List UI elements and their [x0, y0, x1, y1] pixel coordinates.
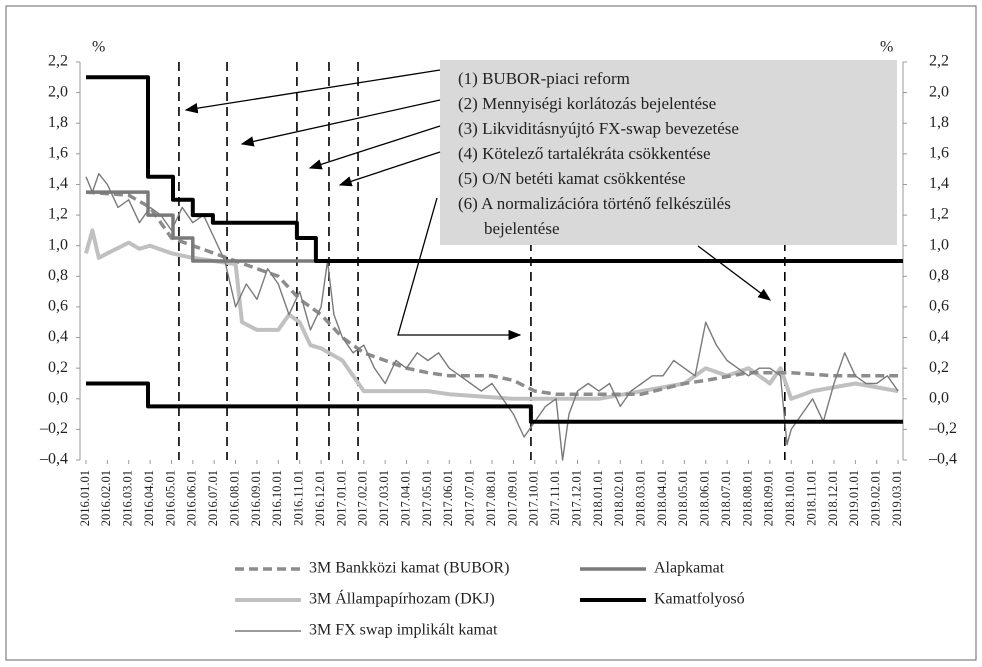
x-tick-label: 2018.05.01 [676, 470, 690, 526]
legend-label: 3M Állampapírhozam (DKJ) [309, 589, 495, 608]
annotation: (6) A normalizációra történő felkészülés [458, 194, 731, 213]
x-tick-label: 2016.05.01 [163, 470, 177, 526]
plot-area: –0,4 –0,2 0,0 0,2 0,4 0,6 0,8 1,0 1,2 1,4 1,6 1,8 2,… [39, 53, 957, 527]
x-tick-label: 2016.12.01 [313, 470, 327, 526]
x-tick-label: 2017.05.01 [420, 470, 434, 526]
legend-label: Kamatfolyosó [654, 591, 745, 608]
x-tick-label: 2017.11.01 [548, 470, 562, 526]
y2-tick-label: –0,2 [928, 420, 957, 437]
y2-tick-label: 0,6 [929, 298, 949, 315]
x-tick-label: 2019.02.01 [869, 470, 883, 526]
y-tick-label: 1,8 [48, 114, 68, 131]
y-tick-label: 2,0 [48, 83, 68, 100]
y2-tick-label: 0,2 [929, 359, 949, 376]
arrow [184, 69, 441, 114]
y2-tick-label: 2,2 [929, 53, 949, 70]
x-tick-label: 2018.10.01 [783, 470, 797, 526]
arrow [338, 151, 441, 187]
y-tick-label: 0,0 [48, 389, 68, 406]
x-tick-label: 2017.06.01 [441, 470, 455, 526]
x-tick-label: 2018.01.01 [591, 470, 605, 526]
x-tick-label: 2016.03.01 [121, 470, 135, 526]
arrows [184, 69, 772, 341]
legend-label: 3M FX swap implikált kamat [309, 622, 498, 639]
x-tick-label: 2016.09.01 [249, 470, 263, 526]
legend: 3M Bankközi kamat (BUBOR) Alapkamat 3M Áll… [235, 560, 745, 639]
series-line [85, 190, 899, 396]
x-tick-label: 2017.04.01 [398, 470, 412, 526]
x-tick-label: 2018.11.01 [804, 470, 818, 526]
y-tick-label: –0,4 [39, 451, 68, 468]
x-tick-label: 2018.06.01 [698, 470, 712, 526]
x-tick-label: 2016.02.01 [99, 470, 113, 526]
y2-tick-label: 0,4 [929, 328, 949, 345]
x-tick-label: 2017.07.01 [463, 470, 477, 526]
x-tick-label: 2017.01.01 [334, 470, 348, 526]
y2-tick-label: 1,0 [929, 236, 949, 253]
legend-label: 3M Bankközi kamat (BUBOR) [309, 560, 509, 577]
arrow [697, 245, 772, 301]
x-tick-label: 2018.09.01 [762, 470, 776, 526]
x-tick-label: 2017.09.01 [505, 470, 519, 526]
x-tick-label: 2018.03.01 [634, 470, 648, 526]
y2-tick-label: 0,8 [929, 267, 949, 284]
y-tick-label: 2,2 [48, 53, 68, 70]
x-tick-label: 2018.04.01 [655, 470, 669, 526]
x-tick-label: 2017.10.01 [527, 470, 541, 526]
arrow [240, 99, 441, 147]
y-tick-label: 0,6 [48, 298, 68, 315]
annotation: bejelentése [484, 219, 560, 238]
annotation: (3) Likviditásnyújtó FX-swap bevezetése [458, 119, 739, 138]
y-tick-label: 1,0 [48, 236, 68, 253]
x-tick-label: 2017.02.01 [356, 470, 370, 526]
arrow [308, 125, 441, 170]
x-tick-label: 2019.01.01 [847, 470, 861, 526]
x-tick-label: 2016.10.01 [270, 470, 284, 526]
x-tick-label: 2017.12.01 [569, 470, 583, 526]
x-tick-label: 2016.07.01 [206, 470, 220, 526]
y-tick-label: 1,6 [48, 145, 68, 162]
y2-tick-label: 2,0 [929, 83, 949, 100]
annotation: (2) Mennyiségi korlátozás bejelentése [458, 94, 716, 113]
x-tick-label: 2018.02.01 [612, 470, 626, 526]
x-tick-label: 2016.04.01 [142, 470, 156, 526]
y-tick-label: 0,8 [48, 267, 68, 284]
y-tick-label: 0,2 [48, 359, 68, 376]
x-tick-label: 2016.08.01 [227, 470, 241, 526]
x-tick-label: 2016.06.01 [185, 470, 199, 526]
y-tick-label: –0,2 [39, 420, 68, 437]
x-tick-label: 2017.03.01 [377, 470, 391, 526]
annotations: (1) BUBOR-piaci reform (2) Mennyiségi kor… [458, 69, 739, 238]
y2-tick-label: –0,4 [928, 451, 957, 468]
legend-label: Alapkamat [654, 560, 725, 577]
y2-tick-label: 1,6 [929, 145, 949, 162]
x-tick-label: 2018.07.01 [719, 470, 733, 526]
y-tick-label: 1,2 [48, 206, 68, 223]
x-tick-label: 2016.01.01 [78, 470, 92, 526]
y2-tick-label: 1,4 [929, 175, 949, 192]
annotation-box [440, 60, 897, 245]
y2-unit: % [880, 39, 893, 56]
arrow [397, 197, 522, 341]
y-unit: % [92, 39, 105, 56]
y2-tick-label: 1,2 [929, 206, 949, 223]
y2-tick-label: 0,0 [929, 389, 949, 406]
x-tick-label: 2018.08.01 [740, 470, 754, 526]
x-tick-label: 2018.12.01 [826, 470, 840, 526]
y-tick-label: 1,4 [48, 175, 68, 192]
annotation: (4) Kötelező tartalékráta csökkentése [458, 144, 711, 163]
annotation: (1) BUBOR-piaci reform [458, 69, 630, 88]
series-line [85, 173, 899, 461]
y2-tick-label: 1,8 [929, 114, 949, 131]
x-tick-label: 2016.11.01 [292, 470, 306, 526]
annotation: (5) O/N betéti kamat csökkentése [458, 169, 686, 188]
series-line [86, 75, 903, 424]
x-tick-label: 2017.08.01 [484, 470, 498, 526]
x-tick-label: 2019.03.01 [890, 470, 904, 526]
y-tick-label: 0,4 [48, 328, 68, 345]
series-line [84, 228, 899, 401]
